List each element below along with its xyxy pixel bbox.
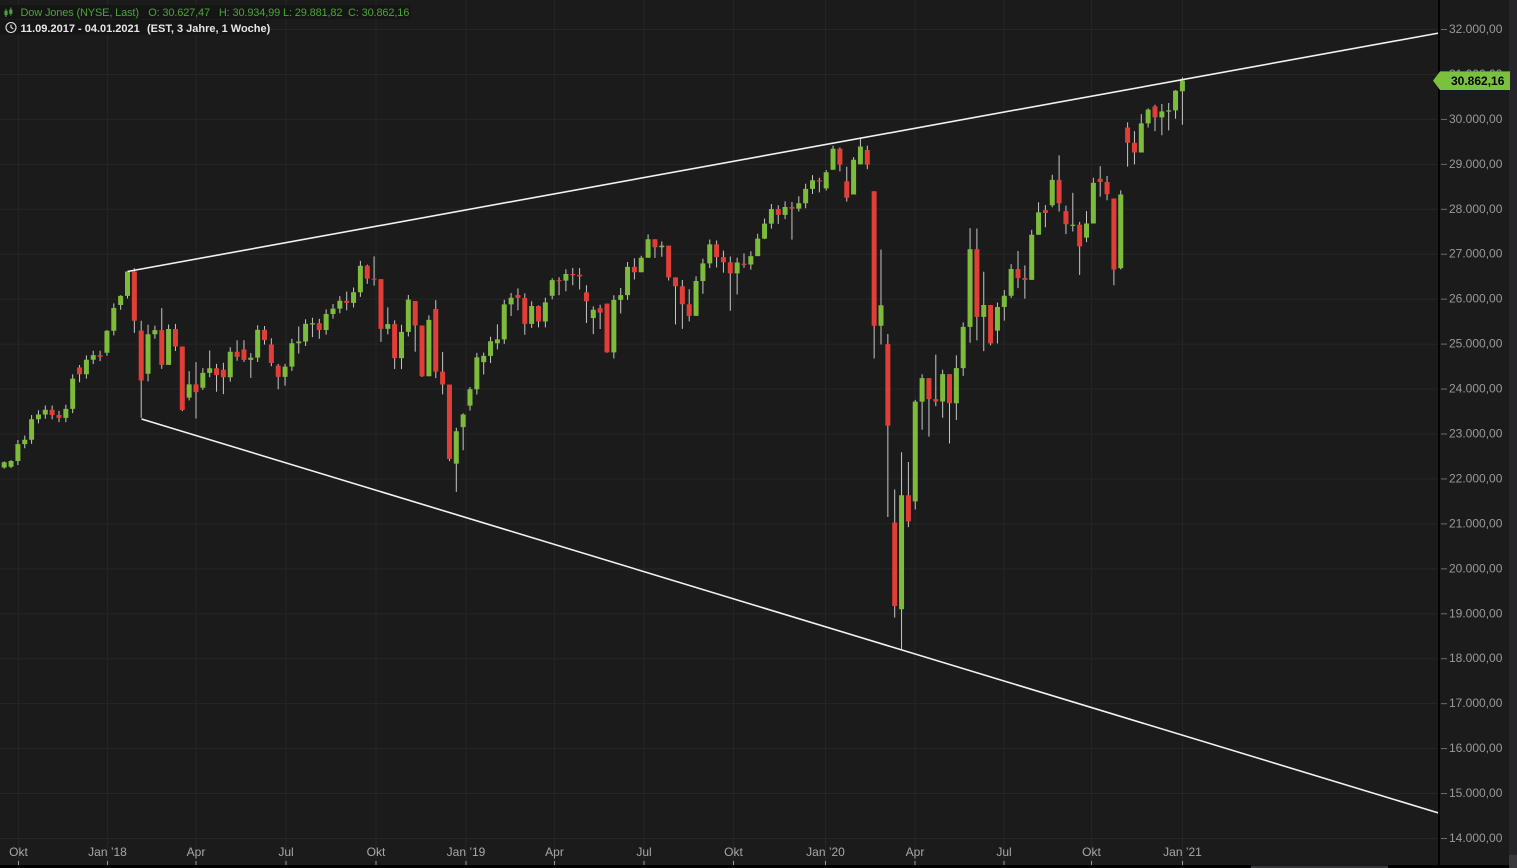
svg-text:32.000,00: 32.000,00 [1449, 22, 1503, 36]
svg-text:21.000,00: 21.000,00 [1449, 516, 1503, 530]
svg-text:29.000,00: 29.000,00 [1449, 157, 1503, 171]
svg-text:C: 30.862,16: C: 30.862,16 [348, 7, 409, 19]
svg-text:16.000,00: 16.000,00 [1449, 741, 1503, 755]
svg-text:25.000,00: 25.000,00 [1449, 337, 1503, 351]
svg-text:18.000,00: 18.000,00 [1449, 651, 1503, 665]
svg-text:Dow Jones (NYSE, Last): Dow Jones (NYSE, Last) [21, 7, 139, 19]
svg-text:Okt: Okt [367, 845, 386, 859]
svg-text:Apr: Apr [906, 845, 925, 859]
svg-text:14.000,00: 14.000,00 [1449, 831, 1503, 845]
svg-text:Okt: Okt [9, 845, 28, 859]
svg-text:Jan ’18: Jan ’18 [88, 845, 127, 859]
svg-text:20.000,00: 20.000,00 [1449, 561, 1503, 575]
svg-text:Jan ’19: Jan ’19 [447, 845, 486, 859]
svg-text:(EST, 3 Jahre, 1 Woche): (EST, 3 Jahre, 1 Woche) [147, 23, 271, 35]
svg-text:30.000,00: 30.000,00 [1449, 112, 1503, 126]
svg-text:H: 30.934,99: H: 30.934,99 [219, 7, 280, 19]
svg-text:23.000,00: 23.000,00 [1449, 427, 1503, 441]
svg-text:19.000,00: 19.000,00 [1449, 606, 1503, 620]
svg-text:Okt: Okt [724, 845, 743, 859]
svg-text:27.000,00: 27.000,00 [1449, 247, 1503, 261]
svg-text:Apr: Apr [187, 845, 206, 859]
svg-text:30.862,16: 30.862,16 [1451, 74, 1505, 88]
svg-text:Jan ’21: Jan ’21 [1163, 845, 1202, 859]
svg-text:Apr: Apr [545, 845, 564, 859]
svg-text:24.000,00: 24.000,00 [1449, 382, 1503, 396]
svg-text:Jul: Jul [996, 845, 1011, 859]
svg-text:Jul: Jul [636, 845, 651, 859]
svg-text:28.000,00: 28.000,00 [1449, 202, 1503, 216]
svg-text:Jan ’20: Jan ’20 [806, 845, 845, 859]
svg-text:L: 29.881,82: L: 29.881,82 [283, 7, 342, 19]
svg-text:11.09.2017 - 04.01.2021: 11.09.2017 - 04.01.2021 [21, 23, 140, 35]
svg-text:Okt: Okt [1082, 845, 1101, 859]
svg-text:17.000,00: 17.000,00 [1449, 696, 1503, 710]
svg-text:22.000,00: 22.000,00 [1449, 471, 1503, 485]
svg-text:26.000,00: 26.000,00 [1449, 292, 1503, 306]
svg-text:15.000,00: 15.000,00 [1449, 786, 1503, 800]
svg-text:O: 30.627,47: O: 30.627,47 [148, 7, 210, 19]
svg-text:Jul: Jul [278, 845, 293, 859]
